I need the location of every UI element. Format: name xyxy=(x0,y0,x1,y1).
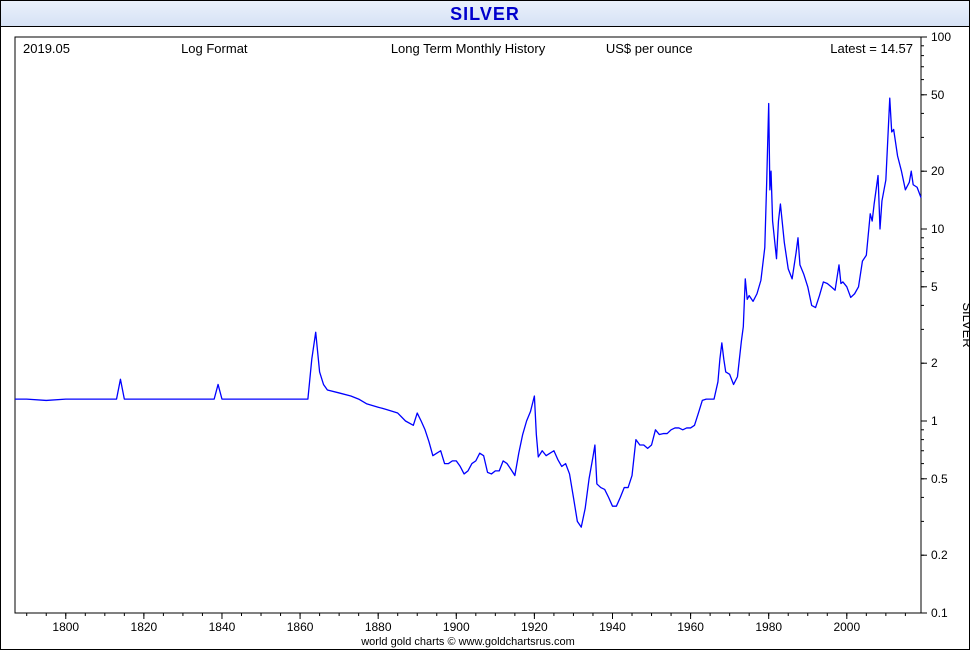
x-tick-label: 1980 xyxy=(755,620,782,634)
x-tick-label: 1800 xyxy=(52,620,79,634)
y-tick-label: 100 xyxy=(931,30,951,44)
header-date: 2019.05 xyxy=(23,41,70,56)
y-tick-label: 5 xyxy=(931,280,938,294)
x-tick-label: 1880 xyxy=(365,620,392,634)
chart-title: SILVER xyxy=(1,1,969,27)
y-tick-label: 50 xyxy=(931,88,945,102)
y-tick-label: 0.1 xyxy=(931,606,948,620)
header-format: Log Format xyxy=(181,41,248,56)
x-tick-label: 1960 xyxy=(677,620,704,634)
chart-area: 2019.05 Log Format Long Term Monthly Histo… xyxy=(1,27,969,649)
header-unit: US$ per ounce xyxy=(606,41,693,56)
y-tick-label: 10 xyxy=(931,222,945,236)
x-tick-label: 2000 xyxy=(833,620,860,634)
y-tick-label: 2 xyxy=(931,356,938,370)
x-tick-label: 1900 xyxy=(443,620,470,634)
y-tick-label: 20 xyxy=(931,164,945,178)
x-tick-label: 1860 xyxy=(287,620,314,634)
y-tick-label: 0.5 xyxy=(931,472,948,486)
header-history: Long Term Monthly History xyxy=(391,41,546,56)
header-latest: Latest = 14.57 xyxy=(830,41,913,56)
x-tick-label: 1920 xyxy=(521,620,548,634)
chart-footer: world gold charts © www.goldchartsrus.co… xyxy=(360,636,575,648)
y-tick-label: 1 xyxy=(931,414,938,428)
x-tick-label: 1820 xyxy=(131,620,158,634)
chart-container: SILVER 2019.05 Log Format Long Term Monthl… xyxy=(0,0,970,650)
x-tick-label: 1940 xyxy=(599,620,626,634)
x-tick-label: 1840 xyxy=(209,620,236,634)
y-axis-title: SILVER xyxy=(960,302,969,347)
y-tick-label: 0.2 xyxy=(931,548,948,562)
